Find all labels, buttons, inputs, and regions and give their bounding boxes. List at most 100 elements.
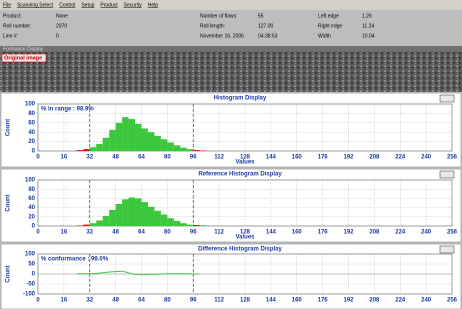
formation-bar: [0, 46, 462, 52]
panel-icon[interactable]: [440, 95, 454, 102]
x-tick-label: 64: [138, 298, 145, 304]
menu-item[interactable]: Control: [59, 2, 75, 8]
x-tick-label: 80: [164, 298, 171, 304]
menu-item[interactable]: Scanning Select: [17, 2, 54, 8]
histogram-bar: [174, 221, 180, 226]
histogram-bar: [122, 117, 128, 151]
info-label: Width: [318, 33, 331, 39]
x-tick-label: 224: [395, 155, 406, 161]
menu-item[interactable]: File: [3, 2, 11, 8]
info-label: Number of flaws:: [200, 13, 238, 19]
x-tick-label: 208: [369, 230, 380, 236]
y-tick-label: 20: [28, 139, 35, 145]
y-tick-label: 60: [28, 120, 35, 126]
y-tick-label: -100: [23, 292, 36, 298]
info-value: 11.24: [362, 23, 374, 29]
x-tick-label: 32: [86, 230, 93, 236]
menu-item[interactable]: Setup: [81, 2, 94, 8]
x-tick-label: 240: [421, 298, 432, 304]
x-tick-label: 144: [266, 230, 277, 236]
histogram-bar: [135, 198, 141, 226]
x-tick-label: 240: [421, 155, 432, 161]
histogram-bar: [96, 220, 102, 226]
histogram-bar: [90, 147, 96, 151]
menu-item[interactable]: Help: [148, 2, 159, 8]
chart-title: Reference Histogram Display: [198, 172, 282, 178]
x-tick-label: 64: [138, 230, 145, 236]
x-tick-label: 192: [343, 230, 354, 236]
x-tick-label: 112: [214, 230, 224, 236]
x-tick-label: 80: [164, 230, 171, 236]
histogram-bar: [193, 225, 199, 226]
y-tick-label: 80: [28, 111, 35, 117]
histogram-bar: [187, 225, 193, 226]
app-window: Formation Display Original image FileSca…: [0, 0, 462, 309]
x-tick-label: 208: [369, 298, 380, 304]
y-tick-label: 60: [28, 196, 35, 202]
histogram-bar: [129, 119, 135, 151]
x-tick-label: 160: [292, 298, 303, 304]
histogram-bar: [180, 148, 186, 151]
x-tick-label: 176: [318, 298, 329, 304]
info-label: Line #:: [3, 33, 18, 39]
x-tick-label: 96: [190, 298, 197, 304]
info-label: Product:: [3, 13, 22, 19]
x-tick-label: 80: [164, 155, 171, 161]
y-tick-label: 80: [28, 187, 35, 193]
histogram-bar: [148, 132, 154, 151]
histogram-bar: [174, 145, 180, 151]
x-tick-label: 16: [61, 298, 68, 304]
info-label: Roll length:: [200, 23, 225, 29]
x-tick-label: 48: [112, 230, 119, 236]
x-tick-label: 208: [369, 155, 380, 161]
x-tick-label: 224: [395, 230, 406, 236]
histogram-bar: [96, 144, 102, 151]
x-tick-label: 256: [447, 298, 458, 304]
histogram-bar: [90, 223, 96, 226]
histogram-bar: [109, 210, 115, 226]
y-tick-label: 50: [28, 262, 35, 268]
formation-title: Formation Display: [3, 46, 44, 52]
x-tick-label: 48: [112, 298, 119, 304]
x-tick-label: 176: [318, 230, 329, 236]
histogram-bar: [142, 202, 148, 226]
menu-item[interactable]: Security: [124, 2, 143, 8]
info-label: Right edge: [318, 23, 342, 29]
histogram-bar: [109, 130, 115, 151]
x-tick-label: 96: [190, 155, 197, 161]
chart-title: Histogram Display: [214, 96, 267, 102]
info-value: 04:38:53: [258, 33, 278, 39]
histogram-bar: [135, 124, 141, 151]
x-tick-label: 192: [343, 155, 354, 161]
x-tick-label: 96: [190, 230, 197, 236]
histogram-bar: [116, 123, 122, 151]
histogram-bar: [154, 211, 160, 226]
x-tick-label: 192: [343, 298, 354, 304]
histogram-bar: [187, 149, 193, 151]
x-tick-label: 160: [292, 155, 303, 161]
panel-icon[interactable]: [440, 171, 454, 178]
y-tick-label: 100: [25, 102, 36, 108]
x-tick-label: 176: [318, 155, 329, 161]
x-tick-label: 32: [86, 298, 93, 304]
info-value: 127.00: [258, 23, 274, 29]
panel-icon[interactable]: [440, 246, 454, 253]
y-tick-label: 100: [25, 178, 36, 184]
histogram-bar: [103, 138, 109, 151]
histogram-bar: [116, 204, 122, 226]
info-value: None: [56, 13, 68, 19]
histogram-bar: [103, 216, 109, 226]
histogram-bar: [161, 139, 167, 151]
y-tick-label: 40: [28, 205, 35, 211]
x-tick-label: 128: [240, 298, 251, 304]
x-tick-label: 16: [61, 155, 68, 161]
menu-item[interactable]: Product: [100, 2, 118, 8]
histogram-bar: [167, 143, 173, 151]
annotation: % in range : 98.9%: [41, 107, 94, 113]
y-axis-label: Count: [6, 119, 12, 136]
x-tick-label: 240: [421, 230, 432, 236]
chart-title: Difference Histogram Display: [198, 247, 282, 253]
histogram-bar: [83, 149, 89, 151]
page: {"menu": ["File", "Scanning Select", "Co…: [0, 0, 462, 309]
histogram-bar: [167, 218, 173, 226]
